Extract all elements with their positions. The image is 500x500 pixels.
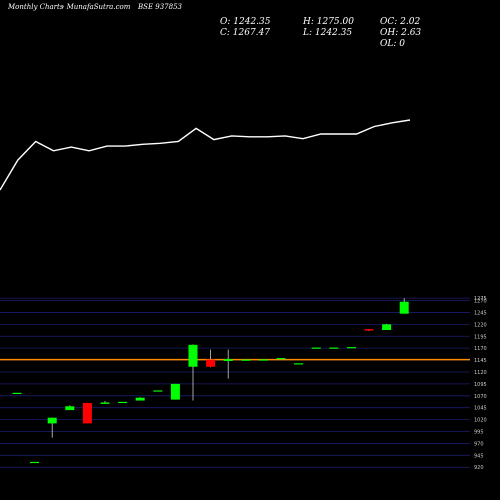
candle-body	[65, 406, 75, 411]
y-tick-label: 1170	[474, 346, 487, 352]
y-tick-label: 1045	[474, 406, 487, 412]
grid-lines	[0, 297, 470, 468]
y-tick-label: 1220	[474, 322, 487, 328]
candle-body	[399, 301, 409, 314]
low-value: L: 1242.35	[303, 28, 353, 38]
price-line	[0, 119, 411, 191]
high-value: H: 1275.00	[303, 17, 354, 27]
y-tick-label: 1270	[474, 299, 487, 305]
y-tick-label: 1195	[474, 334, 487, 340]
candle-body	[294, 363, 304, 365]
ol-value: OL: 0	[380, 39, 405, 49]
oc-value: OC: 2.02	[380, 17, 421, 27]
candle-body	[100, 402, 110, 404]
candle-body	[47, 417, 57, 424]
candle-body	[382, 324, 392, 331]
candle-body	[153, 390, 163, 392]
close-value: C: 1267.47	[220, 28, 270, 38]
source-label: - MunafaSutra.com	[62, 3, 131, 11]
line-series	[0, 119, 411, 191]
symbol-label: BSE 937853	[138, 3, 182, 11]
y-tick-label: 1245	[474, 310, 487, 316]
candle-body	[135, 397, 145, 401]
candle-body	[329, 347, 339, 349]
oh-value: OH: 2.63	[380, 28, 422, 38]
candle-body	[364, 329, 374, 331]
y-tick-label: 1020	[474, 418, 487, 424]
candle-body	[223, 359, 233, 362]
chart-title: Monthly Charts	[8, 3, 64, 11]
y-tick-label: 920	[474, 465, 484, 471]
candle-body	[206, 359, 216, 367]
candle-body	[188, 344, 198, 367]
y-tick-label: 1070	[474, 394, 487, 400]
candle-body	[276, 358, 286, 360]
candle-body	[12, 392, 22, 395]
candle-body	[241, 359, 251, 361]
y-tick-label: 995	[474, 430, 484, 436]
y-tick-label: 1095	[474, 382, 487, 388]
candle-body	[82, 402, 92, 424]
candle-body	[118, 401, 128, 404]
candle-body	[30, 461, 40, 464]
y-tick-label: 945	[474, 453, 484, 459]
y-tick-label: 970	[474, 441, 484, 447]
y-tick-label: 1145	[474, 358, 487, 364]
y-tick-label: 1275	[474, 296, 487, 302]
candle-body	[170, 383, 180, 400]
candle-body	[311, 347, 321, 349]
candles	[12, 298, 409, 464]
open-value: O: 1242.35	[220, 17, 271, 27]
y-tick-label: 1120	[474, 370, 487, 376]
candle-body	[346, 347, 356, 349]
candle-body	[258, 359, 268, 361]
